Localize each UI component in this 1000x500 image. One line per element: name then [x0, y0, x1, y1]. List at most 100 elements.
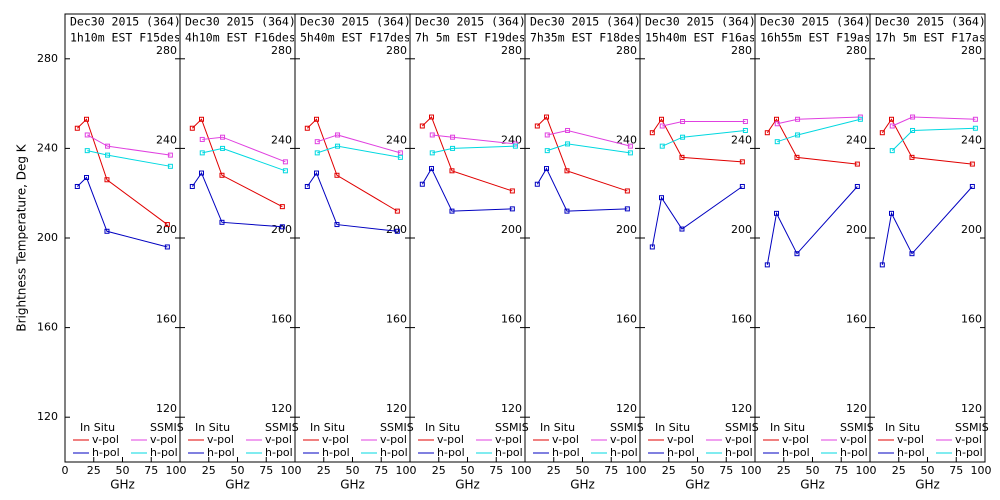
data-point: [680, 134, 686, 140]
data-point: [429, 114, 435, 120]
y-tick-label: 160: [501, 313, 522, 326]
legend-label: v-pol: [955, 433, 982, 446]
x-tick-label: 50: [691, 464, 705, 477]
data-point: [84, 148, 90, 154]
legend-label: h-pol: [552, 446, 580, 459]
y-tick-label: 120: [731, 402, 752, 415]
data-point: [219, 172, 225, 178]
y-tick-label: 160: [846, 313, 867, 326]
data-point: [627, 143, 633, 149]
data-point: [199, 150, 205, 156]
plot-frame: [409, 13, 526, 463]
x-tick-label: 50: [231, 464, 245, 477]
y-tick-label: 240: [37, 141, 58, 154]
legend-label: h-pol: [265, 446, 293, 459]
data-point: [680, 119, 686, 125]
panel-title: Dec30 2015 (364): [70, 15, 181, 29]
legend-label: v-pol: [495, 433, 522, 446]
data-point: [220, 134, 226, 140]
data-point: [335, 143, 341, 149]
series-line: [317, 134, 401, 154]
data-point: [314, 139, 320, 145]
y-tick-label: 240: [386, 133, 407, 146]
legend-header: In Situ: [80, 421, 115, 434]
data-point: [199, 116, 205, 122]
x-tick-label: 100: [626, 464, 647, 477]
data-point: [429, 132, 435, 138]
y-tick-label: 280: [37, 52, 58, 65]
legend-label: h-pol: [380, 446, 408, 459]
y-tick-label: 280: [846, 44, 867, 57]
legend-header: SSMIS: [725, 421, 759, 434]
panel-title: Dec30 2015 (364): [300, 15, 411, 29]
x-tick-label: 75: [604, 464, 618, 477]
data-point: [659, 116, 665, 122]
panel-title: Dec30 2015 (364): [530, 15, 641, 29]
data-point: [199, 136, 205, 142]
data-point: [397, 154, 403, 160]
x-tick-label: 100: [396, 464, 417, 477]
y-tick-label: 120: [616, 402, 637, 415]
data-point: [739, 159, 745, 165]
x-axis-label: GHz: [110, 478, 135, 492]
y-tick-label: 160: [271, 313, 292, 326]
data-point: [450, 134, 456, 140]
data-point: [774, 139, 780, 145]
legend-header: In Situ: [655, 421, 690, 434]
y-tick-label: 240: [961, 133, 982, 146]
x-tick-label: 75: [949, 464, 963, 477]
data-point: [544, 114, 550, 120]
data-point: [795, 116, 801, 122]
series-line: [317, 145, 401, 158]
y-tick-label: 280: [156, 44, 177, 57]
panel-title: 17h 5m EST F17asc: [875, 31, 993, 45]
legend-label: h-pol: [437, 446, 465, 459]
plot-frame: [64, 13, 181, 463]
data-point: [889, 210, 895, 216]
y-tick-label: 280: [271, 44, 292, 57]
panel-title: 5h40m EST F17desc: [300, 31, 418, 45]
data-point: [624, 188, 630, 194]
data-point: [74, 183, 80, 189]
data-point: [910, 114, 916, 120]
x-tick-label: 25: [202, 464, 216, 477]
legend-label: h-pol: [207, 446, 235, 459]
series-line: [766, 186, 858, 265]
legend-label: h-pol: [782, 446, 810, 459]
data-point: [429, 150, 435, 156]
panel-title: Dec30 2015 (364): [185, 15, 296, 29]
data-point: [969, 183, 975, 189]
y-tick-label: 120: [501, 402, 522, 415]
y-tick-label: 240: [616, 133, 637, 146]
legend-header: In Situ: [310, 421, 345, 434]
data-point: [742, 119, 748, 125]
series-line: [881, 118, 973, 165]
data-point: [334, 222, 340, 228]
data-point: [624, 206, 630, 212]
series-line: [777, 118, 861, 143]
legend-label: h-pol: [840, 446, 868, 459]
legend-header: SSMIS: [150, 421, 184, 434]
y-tick-label: 160: [156, 313, 177, 326]
x-axis-label: GHz: [800, 478, 825, 492]
legend-label: v-pol: [207, 433, 234, 446]
legend-header: In Situ: [540, 421, 575, 434]
legend-label: h-pol: [92, 446, 120, 459]
series-line: [191, 171, 283, 228]
data-point: [564, 168, 570, 174]
y-tick-label: 280: [386, 44, 407, 57]
legend-header: SSMIS: [380, 421, 414, 434]
y-tick-label: 160: [961, 313, 982, 326]
legend-label: h-pol: [897, 446, 925, 459]
y-tick-label: 120: [961, 402, 982, 415]
series-line: [891, 127, 976, 151]
y-tick-label: 200: [961, 223, 982, 236]
legend-label: v-pol: [265, 433, 292, 446]
data-point: [334, 172, 340, 178]
series-line: [536, 167, 628, 212]
data-point: [394, 228, 400, 234]
x-tick-label: 100: [856, 464, 877, 477]
x-tick-label: 100: [741, 464, 762, 477]
data-point: [335, 132, 341, 138]
